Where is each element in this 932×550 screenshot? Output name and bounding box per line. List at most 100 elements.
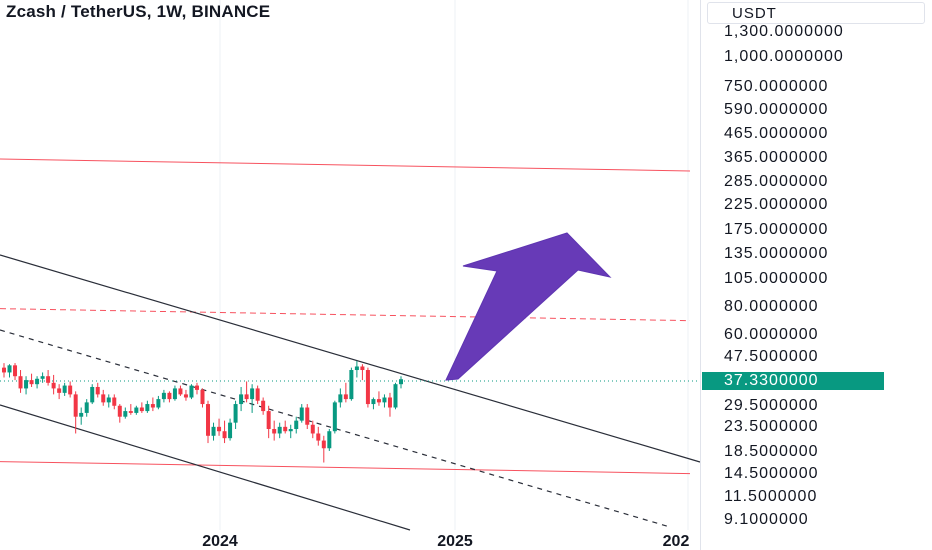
candle-body bbox=[332, 402, 337, 432]
candle bbox=[321, 435, 326, 463]
candle bbox=[305, 404, 310, 430]
candle bbox=[332, 400, 337, 434]
candle bbox=[178, 385, 183, 396]
candle-body bbox=[18, 376, 23, 389]
channel-middle-line bbox=[0, 329, 671, 528]
horizontal-level-line-3[interactable] bbox=[0, 461, 691, 475]
candle bbox=[393, 382, 398, 410]
candle-body bbox=[134, 407, 139, 413]
currency-unit-button[interactable]: USDT bbox=[707, 2, 925, 24]
candle-body bbox=[338, 394, 343, 403]
candle-body bbox=[35, 378, 40, 385]
candle-body bbox=[145, 404, 150, 412]
candle bbox=[310, 420, 315, 439]
candle-body bbox=[393, 384, 398, 408]
candle bbox=[35, 376, 40, 389]
candle-body bbox=[371, 399, 376, 405]
price-tick: 47.5000000 bbox=[724, 348, 819, 365]
price-tick: 29.5000000 bbox=[724, 397, 819, 414]
candle bbox=[194, 382, 199, 395]
candle-body bbox=[310, 424, 315, 434]
candle-body bbox=[288, 429, 293, 432]
price-tick: 590.0000000 bbox=[724, 101, 828, 118]
candle bbox=[156, 395, 161, 410]
candle-body bbox=[343, 394, 348, 400]
candle bbox=[327, 429, 332, 451]
candle bbox=[382, 394, 387, 408]
arrow-icon[interactable] bbox=[445, 232, 612, 381]
candle-body bbox=[167, 392, 172, 400]
grid-lines bbox=[219, 0, 689, 530]
candle-body bbox=[228, 422, 233, 439]
horizontal-level-line-1[interactable] bbox=[0, 158, 691, 172]
candle-body bbox=[68, 385, 73, 395]
channel-lower-line bbox=[0, 404, 411, 531]
candle bbox=[200, 388, 205, 408]
candle bbox=[18, 370, 23, 393]
horizontal-levels[interactable] bbox=[0, 158, 691, 475]
price-tick: 11.5000000 bbox=[724, 488, 817, 505]
candle-body bbox=[51, 382, 56, 389]
candle bbox=[338, 388, 343, 408]
candle bbox=[206, 400, 211, 444]
candle-body bbox=[84, 402, 89, 413]
candle-body bbox=[128, 411, 133, 413]
candle bbox=[62, 382, 67, 396]
candle bbox=[79, 407, 84, 425]
candle bbox=[217, 418, 222, 436]
candle bbox=[299, 404, 304, 423]
price-tick: 14.5000000 bbox=[724, 465, 819, 482]
candle-body bbox=[365, 370, 370, 405]
candle bbox=[46, 370, 51, 386]
time-axis: 2024 2025 202 bbox=[202, 533, 689, 550]
horizontal-level-line-2[interactable] bbox=[0, 308, 691, 322]
candle bbox=[161, 389, 166, 403]
candle-body bbox=[266, 411, 271, 430]
candle bbox=[239, 386, 244, 412]
candle-body bbox=[261, 400, 266, 412]
candle bbox=[51, 374, 56, 395]
candle-body bbox=[95, 386, 100, 395]
price-tick: 225.0000000 bbox=[724, 196, 828, 213]
candle bbox=[272, 420, 277, 441]
candle bbox=[13, 363, 18, 381]
candle-body bbox=[57, 388, 62, 393]
candle-body bbox=[101, 394, 106, 403]
candle bbox=[360, 364, 365, 381]
candle bbox=[354, 360, 359, 378]
candle-body bbox=[150, 404, 155, 408]
candle bbox=[95, 382, 100, 398]
candle-body bbox=[106, 397, 111, 403]
price-tick: 135.0000000 bbox=[724, 245, 828, 262]
candle bbox=[106, 394, 111, 408]
price-tick: 1,300.0000000 bbox=[724, 23, 844, 40]
candle-body bbox=[299, 407, 304, 421]
candle-body bbox=[189, 385, 194, 398]
candle-body bbox=[349, 370, 354, 400]
channel-upper-line bbox=[0, 254, 701, 463]
candle-body bbox=[156, 399, 161, 408]
candle-body bbox=[244, 394, 249, 400]
candle-body bbox=[316, 433, 321, 441]
candle-body bbox=[305, 407, 310, 425]
candle bbox=[288, 424, 293, 439]
candle-body bbox=[79, 412, 84, 417]
candle bbox=[145, 400, 150, 413]
candle bbox=[343, 382, 348, 403]
price-tick: 80.0000000 bbox=[724, 298, 819, 315]
candle-body bbox=[161, 392, 166, 400]
candle-body bbox=[7, 365, 12, 373]
candle bbox=[387, 392, 392, 417]
price-axis-separator[interactable] bbox=[700, 0, 701, 550]
candle bbox=[128, 404, 133, 415]
candle-body bbox=[387, 397, 392, 408]
candle bbox=[294, 416, 299, 434]
candle bbox=[139, 402, 144, 413]
candle-body bbox=[222, 431, 227, 439]
candle bbox=[90, 384, 95, 405]
candles[interactable] bbox=[2, 360, 403, 463]
channel-lines[interactable] bbox=[0, 254, 701, 531]
candle-body bbox=[272, 429, 277, 434]
candle-body bbox=[117, 405, 122, 417]
